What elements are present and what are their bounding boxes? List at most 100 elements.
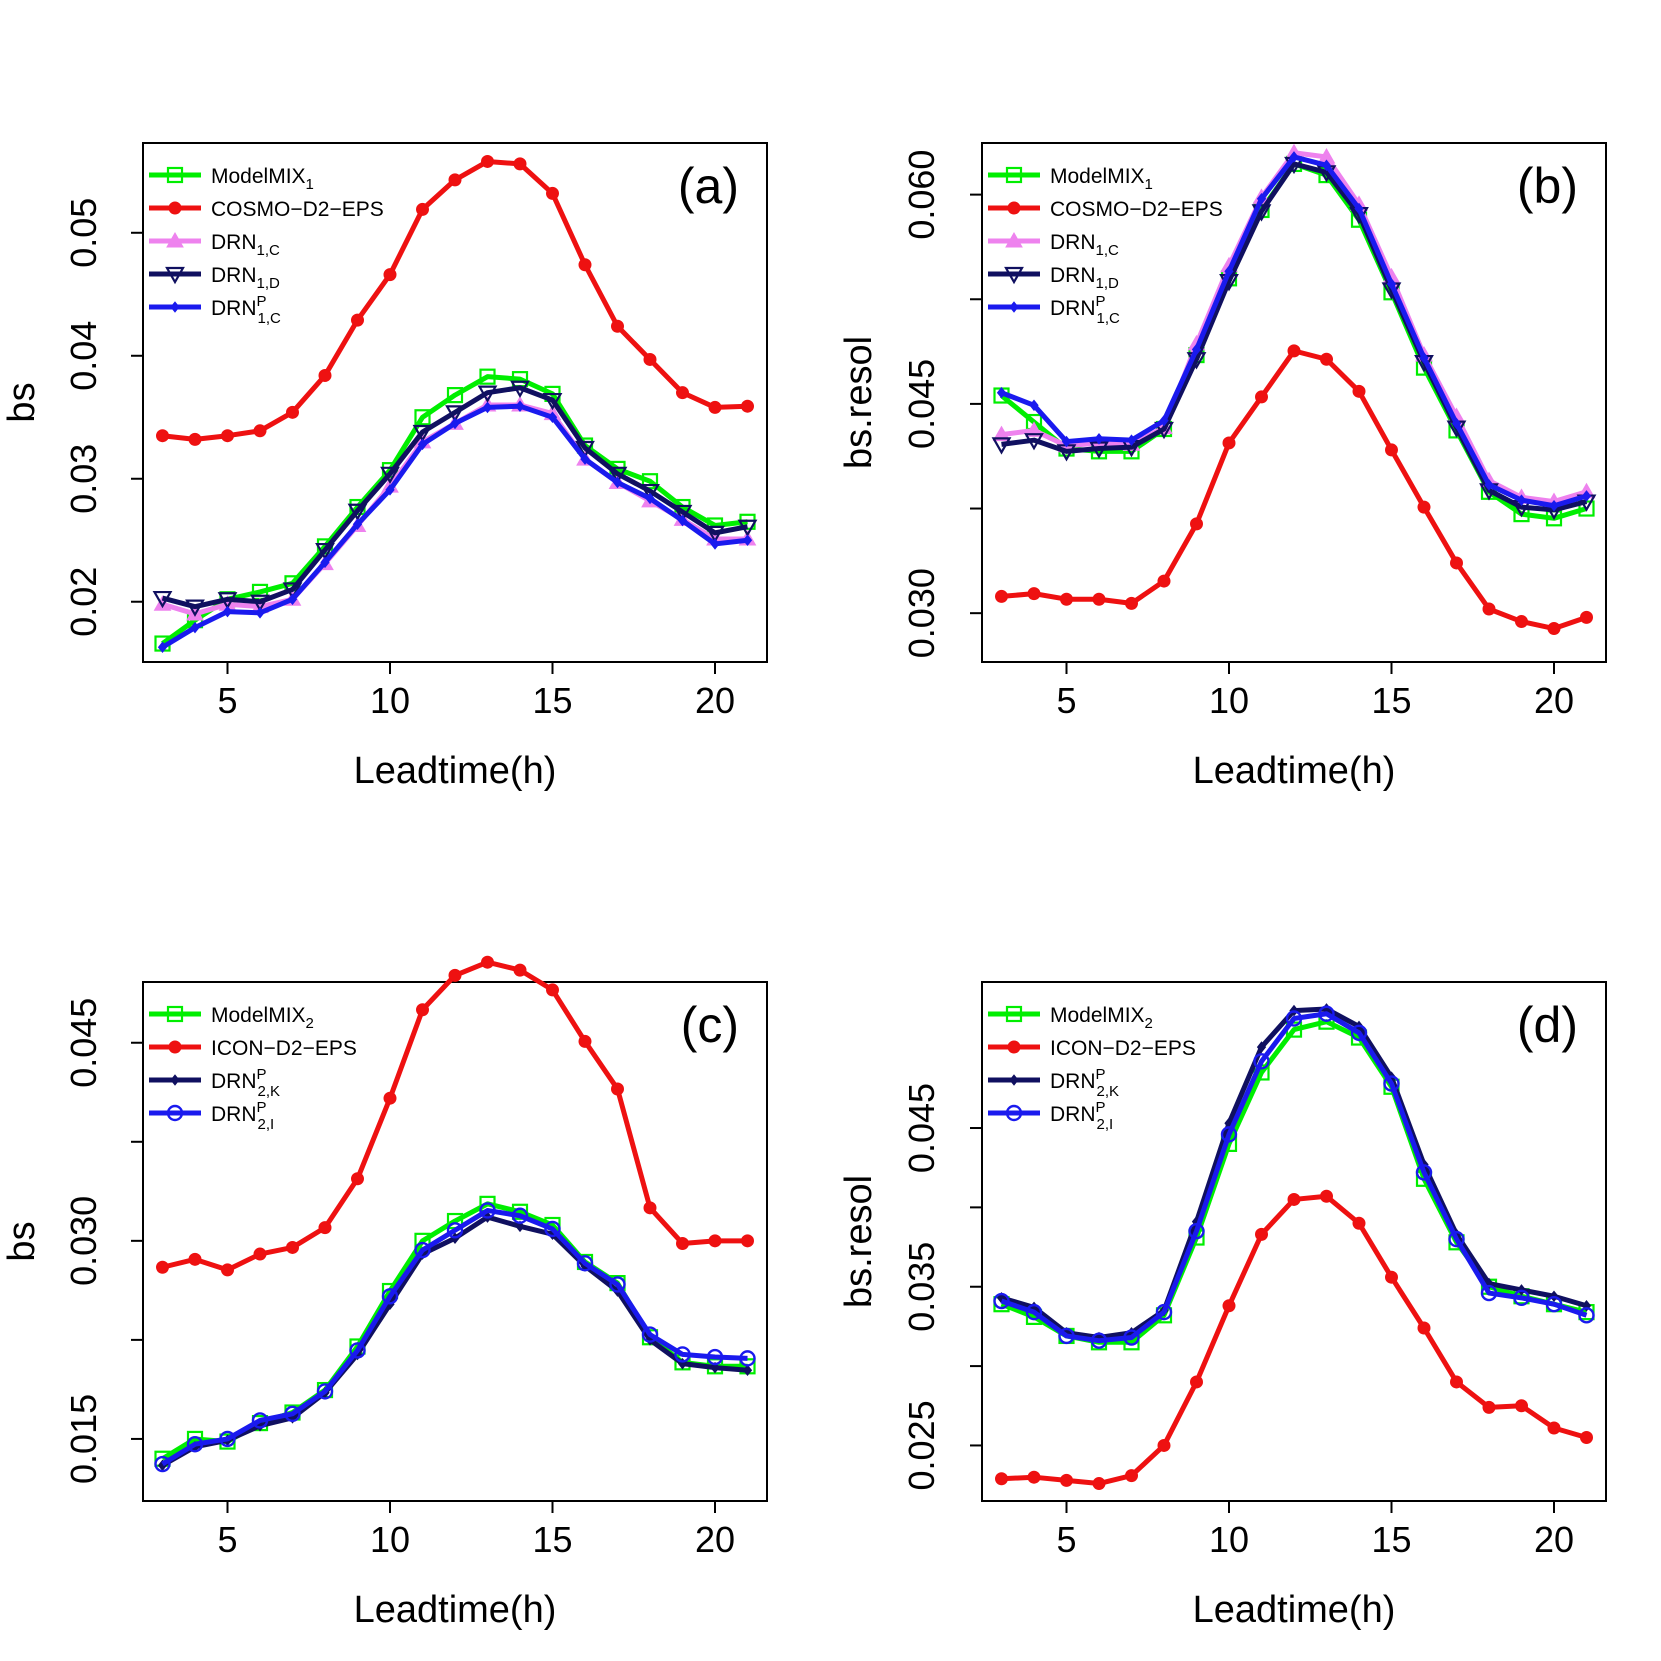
legend-marker: [1005, 166, 1023, 184]
series-line: [161, 374, 748, 646]
data-point: [742, 1364, 753, 1377]
data-point: [446, 387, 464, 404]
legend-item: DRN1,D: [149, 264, 280, 292]
data-point: [677, 514, 688, 527]
legend-marker: [165, 266, 185, 285]
data-point: [1125, 1469, 1138, 1483]
data-point: [1255, 390, 1268, 404]
data-point: [1450, 1375, 1463, 1389]
legend-marker: [166, 166, 184, 184]
data-point: [737, 519, 758, 537]
legend-marker: [166, 231, 184, 248]
legend-label: ModelMIX1: [1050, 165, 1153, 193]
x-tick-label: 20: [1534, 1519, 1574, 1560]
data-point: [708, 1234, 722, 1248]
legend-label: DRN1,D: [211, 264, 280, 292]
series-3: [993, 1005, 1595, 1349]
legend-item: ICON−D2−EPS: [149, 1037, 357, 1060]
data-point: [1287, 344, 1301, 358]
legend-label: DRNP 2,K: [1050, 1066, 1119, 1100]
legend-marker: [166, 1005, 184, 1023]
data-point: [1385, 1270, 1398, 1284]
data-point: [1220, 1126, 1238, 1143]
legend-item: COSMO−D2−EPS: [149, 198, 384, 221]
legend-marker: [1005, 231, 1023, 248]
legend-label: DRNP 2,I: [211, 1099, 274, 1133]
data-point: [1580, 1431, 1593, 1445]
data-point: [1092, 592, 1106, 606]
legend-label: DRNP 2,I: [1050, 1099, 1113, 1133]
data-point: [253, 424, 267, 438]
data-point: [1191, 343, 1202, 356]
data-point: [190, 621, 200, 634]
data-point: [705, 525, 725, 544]
data-point: [221, 1263, 234, 1277]
data-point: [1190, 1375, 1203, 1389]
data-point: [1027, 587, 1041, 601]
legend-marker: [168, 1040, 182, 1054]
y-axis-label: bs.resol: [838, 336, 880, 469]
data-point: [448, 968, 462, 982]
data-point: [1058, 1327, 1075, 1345]
legend-marker: [1009, 301, 1019, 313]
data-point: [996, 386, 1007, 399]
data-point: [381, 1288, 399, 1305]
legend-item: ModelMIX2: [149, 1004, 314, 1032]
y-tick-label: 0.035: [901, 1242, 942, 1332]
data-point: [672, 504, 693, 523]
data-point: [612, 476, 623, 489]
data-point: [286, 1240, 299, 1254]
legend-item: ICON−D2−EPS: [988, 1037, 1196, 1060]
panel-label: (b): [1517, 158, 1578, 214]
data-point: [188, 432, 202, 446]
data-point: [318, 368, 332, 382]
data-point: [479, 1202, 496, 1219]
y-tick-label: 0.04: [63, 321, 104, 391]
data-point: [640, 483, 660, 502]
panel-label: (d): [1517, 997, 1578, 1053]
data-point: [1515, 1399, 1528, 1413]
legend-item: ModelMIX1: [149, 165, 314, 193]
data-point: [1060, 1473, 1073, 1487]
data-point: [1352, 1216, 1366, 1230]
x-tick-label: 20: [1534, 680, 1574, 721]
data-point: [1061, 435, 1072, 448]
data-point: [676, 386, 689, 400]
legend-marker: [1007, 1040, 1021, 1054]
data-point: [1451, 417, 1462, 430]
data-point: [742, 534, 753, 547]
legend-item: COSMO−D2−EPS: [988, 198, 1223, 221]
data-point: [383, 1091, 397, 1105]
data-point: [1419, 352, 1429, 364]
legend-label: DRN1,D: [1050, 264, 1119, 292]
series-line: [161, 402, 748, 617]
data-point: [1386, 278, 1397, 290]
data-point: [710, 538, 720, 550]
x-tick-label: 5: [1056, 680, 1076, 721]
data-point: [1289, 151, 1299, 163]
panel-c: 5 10 15 20 0.015 0.030 0.045 Leadtime(h) bs (c) Mo…: [1, 955, 768, 1631]
data-point: [1024, 433, 1044, 451]
data-point: [676, 1236, 689, 1250]
data-point: [351, 313, 364, 327]
legend-item: DRNP 1,C: [149, 293, 281, 327]
series-line: [161, 385, 748, 610]
data-point: [1383, 1075, 1400, 1092]
data-point: [510, 380, 530, 398]
legend-marker: [1005, 1005, 1023, 1023]
data-point: [1547, 622, 1561, 636]
data-point: [414, 1241, 431, 1259]
data-point: [450, 417, 460, 430]
plot-frame: [981, 142, 1607, 663]
data-point: [250, 594, 270, 612]
data-point: [611, 319, 624, 333]
series-line: [161, 1207, 748, 1467]
data-point: [1354, 202, 1364, 215]
data-point: [1027, 1470, 1041, 1484]
x-tick-label: 15: [532, 680, 572, 721]
data-point: [318, 1221, 332, 1235]
y-tick-label: 0.030: [901, 568, 942, 658]
data-point: [1256, 1041, 1267, 1053]
series-3: [152, 380, 758, 617]
